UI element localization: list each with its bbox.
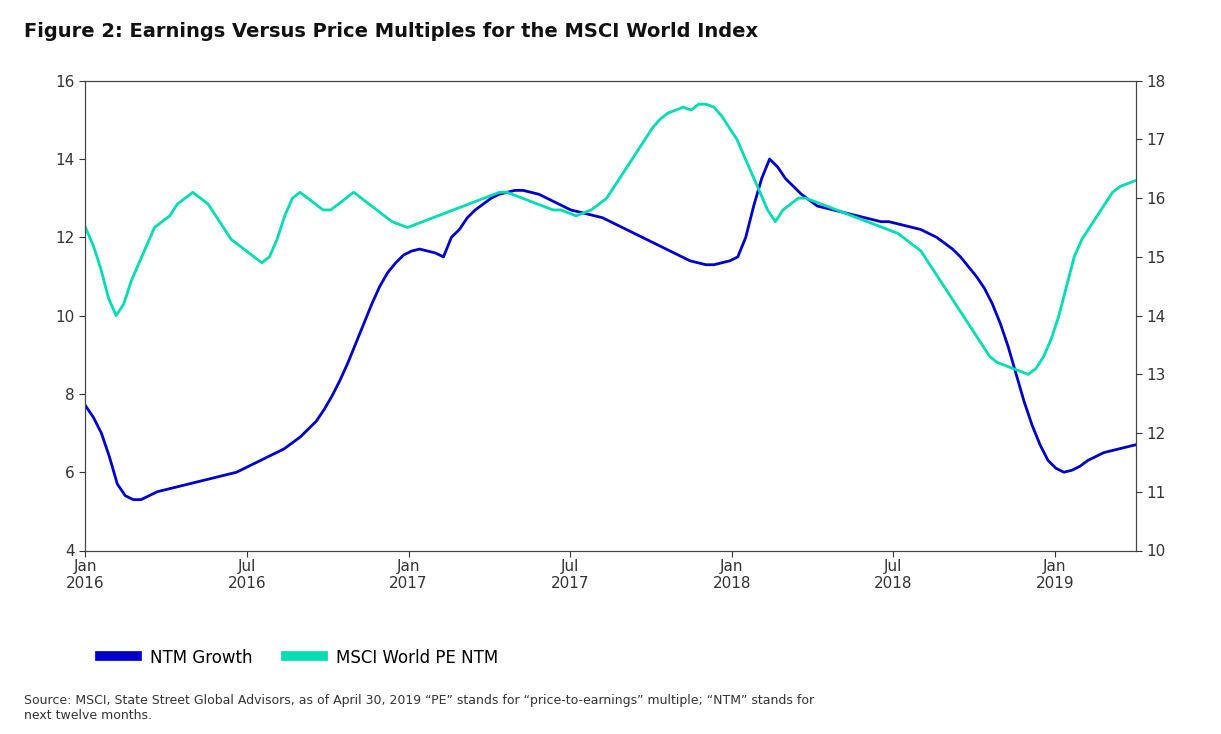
Legend: NTM Growth, MSCI World PE NTM: NTM Growth, MSCI World PE NTM	[94, 642, 505, 674]
Text: Figure 2: Earnings Versus Price Multiples for the MSCI World Index: Figure 2: Earnings Versus Price Multiple…	[24, 22, 758, 41]
Text: Source: MSCI, State Street Global Advisors, as of April 30, 2019 “PE” stands for: Source: MSCI, State Street Global Adviso…	[24, 694, 814, 722]
